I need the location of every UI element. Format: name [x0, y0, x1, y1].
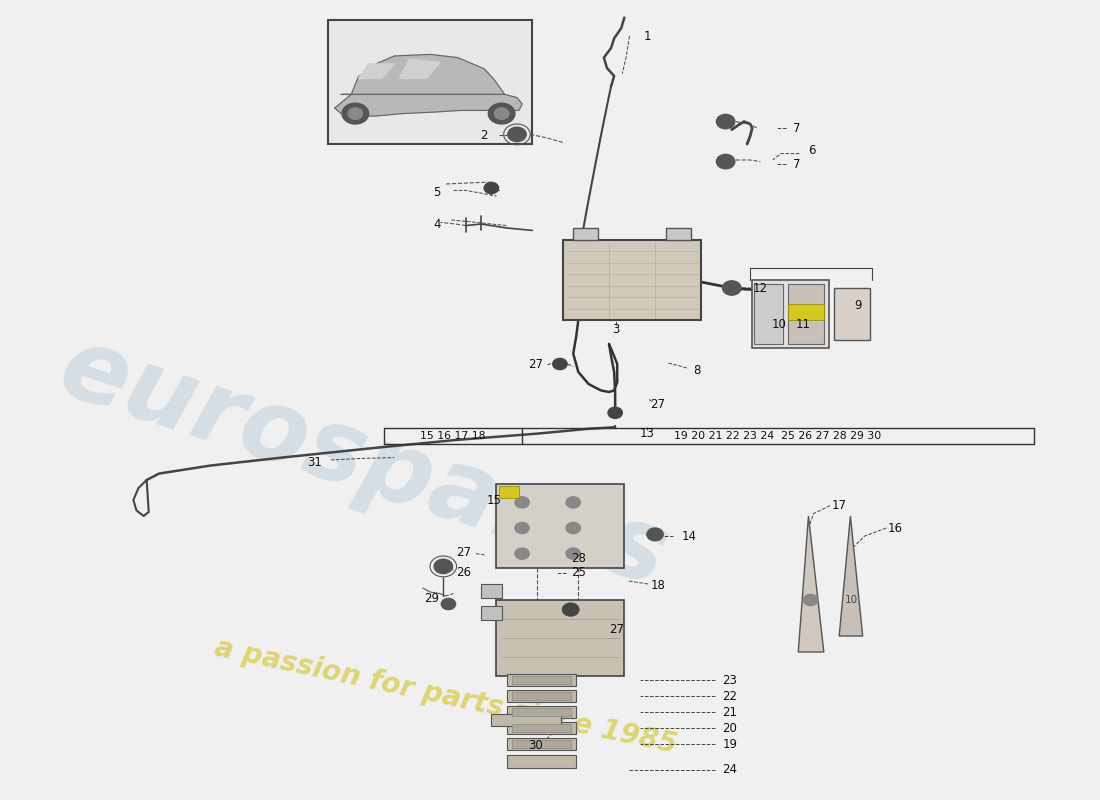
Polygon shape: [839, 516, 862, 636]
Text: 4: 4: [433, 218, 441, 230]
Bar: [328, 20, 532, 144]
Circle shape: [566, 522, 581, 534]
Bar: [834, 288, 870, 340]
Text: 21: 21: [723, 706, 737, 718]
Text: 19 20 21 22 23 24  25 26 27 28 29 30: 19 20 21 22 23 24 25 26 27 28 29 30: [674, 431, 881, 441]
Text: 14: 14: [681, 530, 696, 542]
Text: 9: 9: [854, 299, 861, 312]
Circle shape: [723, 281, 741, 295]
Text: 2: 2: [481, 129, 488, 142]
Bar: [498, 486, 519, 498]
Text: 27: 27: [608, 623, 624, 636]
Text: 11: 11: [796, 318, 811, 330]
Text: 19: 19: [723, 738, 737, 750]
Bar: [507, 690, 576, 702]
Bar: [507, 706, 576, 718]
Bar: [512, 708, 571, 716]
Text: 23: 23: [723, 674, 737, 686]
Circle shape: [508, 127, 526, 142]
Text: a passion for parts since 1985: a passion for parts since 1985: [211, 634, 679, 758]
Circle shape: [488, 103, 515, 124]
Text: 22: 22: [723, 690, 737, 702]
Bar: [507, 674, 576, 686]
Circle shape: [566, 548, 581, 559]
Text: 15 16 17 18: 15 16 17 18: [420, 431, 486, 441]
Text: 29: 29: [425, 592, 440, 605]
Text: 5: 5: [433, 186, 441, 198]
Circle shape: [553, 358, 568, 370]
Text: 16: 16: [888, 522, 903, 534]
Text: 27: 27: [456, 546, 471, 558]
Text: 27: 27: [528, 358, 543, 371]
Circle shape: [515, 497, 529, 508]
Bar: [507, 722, 576, 734]
Text: 7: 7: [793, 122, 801, 134]
Circle shape: [434, 559, 452, 574]
Bar: [563, 240, 701, 320]
Text: 28: 28: [571, 552, 586, 565]
Bar: [512, 676, 571, 684]
Bar: [512, 740, 571, 748]
Bar: [788, 304, 824, 320]
Circle shape: [515, 548, 529, 559]
Polygon shape: [334, 54, 522, 116]
Bar: [492, 714, 561, 726]
Bar: [496, 600, 625, 676]
Circle shape: [441, 598, 455, 610]
Text: 10: 10: [845, 595, 858, 605]
Circle shape: [562, 603, 579, 616]
Text: 3: 3: [613, 323, 620, 336]
Circle shape: [348, 108, 363, 119]
Text: 26: 26: [456, 566, 471, 578]
Circle shape: [716, 154, 735, 169]
Text: 25: 25: [571, 566, 586, 579]
Text: 20: 20: [723, 722, 737, 734]
Bar: [667, 228, 691, 240]
Text: 6: 6: [807, 144, 815, 157]
Circle shape: [608, 407, 623, 418]
Text: 8: 8: [693, 364, 701, 377]
Text: 1: 1: [645, 30, 651, 42]
Circle shape: [342, 103, 369, 124]
Bar: [481, 584, 502, 598]
Circle shape: [647, 528, 663, 541]
Circle shape: [494, 108, 509, 119]
Circle shape: [566, 497, 581, 508]
Text: 24: 24: [723, 763, 737, 776]
Circle shape: [515, 522, 529, 534]
Bar: [507, 738, 576, 750]
Circle shape: [484, 182, 498, 194]
Text: 12: 12: [752, 282, 768, 294]
Text: 27: 27: [650, 398, 666, 410]
Bar: [512, 724, 571, 732]
Bar: [573, 228, 597, 240]
Text: 30: 30: [528, 739, 542, 752]
Text: eurospares: eurospares: [47, 320, 680, 608]
Bar: [507, 755, 576, 768]
Polygon shape: [359, 64, 394, 78]
Bar: [512, 692, 571, 700]
Circle shape: [716, 114, 735, 129]
Text: 7: 7: [793, 158, 801, 170]
Bar: [752, 280, 829, 348]
Bar: [481, 606, 502, 620]
Text: 18: 18: [651, 579, 666, 592]
Circle shape: [803, 594, 817, 606]
Text: 17: 17: [832, 499, 847, 512]
Polygon shape: [399, 59, 440, 78]
Bar: [755, 284, 783, 344]
Text: 10: 10: [771, 318, 786, 330]
Text: 15: 15: [487, 494, 502, 506]
Text: 13: 13: [639, 427, 654, 440]
Text: 31: 31: [307, 456, 322, 469]
Bar: [788, 284, 824, 344]
Polygon shape: [799, 516, 824, 652]
Bar: [496, 484, 625, 568]
